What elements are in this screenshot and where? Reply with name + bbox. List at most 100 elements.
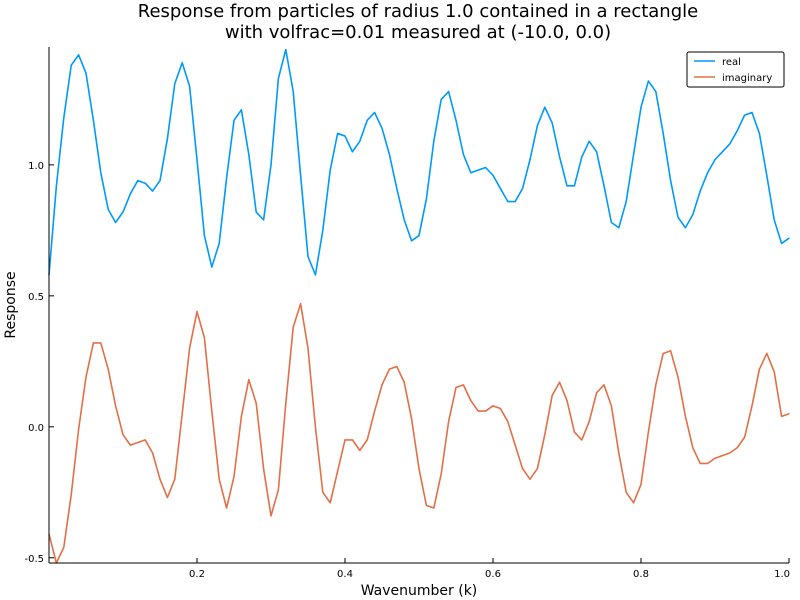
data-point-imaginary — [85, 376, 87, 378]
data-point-imaginary — [388, 368, 390, 370]
data-point-real — [174, 83, 176, 85]
y-tick-label: 0.0 — [28, 423, 44, 434]
data-point-real — [544, 106, 546, 108]
data-point-imaginary — [329, 502, 331, 504]
data-point-imaginary — [551, 394, 553, 396]
plot-area: 0.2 0.4 0.6 0.8 1.0 -0.5 0.0 0.5 1.0 — [24, 47, 790, 580]
data-point-real — [366, 119, 368, 121]
data-point-real — [507, 200, 509, 203]
data-point-imaginary — [122, 434, 124, 436]
data-point-imaginary — [322, 491, 324, 493]
data-point-real — [736, 130, 738, 132]
data-point-imaginary — [766, 352, 768, 355]
data-point-imaginary — [470, 400, 472, 402]
data-point-real — [522, 187, 524, 190]
data-point-imaginary — [670, 350, 672, 352]
data-point-real — [166, 138, 168, 140]
data-point-imaginary — [307, 347, 309, 349]
data-point-imaginary — [588, 420, 590, 423]
data-point-imaginary — [152, 452, 154, 454]
data-point-real — [292, 90, 294, 93]
data-point-real — [440, 98, 442, 100]
data-point-real — [670, 179, 672, 182]
data-point-imaginary — [277, 489, 279, 491]
data-point-imaginary — [744, 436, 746, 438]
data-point-real — [226, 177, 228, 179]
data-point-imaginary — [625, 491, 627, 493]
data-point-imaginary — [137, 441, 139, 444]
data-point-real — [374, 111, 376, 114]
data-point-imaginary — [662, 352, 664, 355]
data-point-imaginary — [559, 381, 561, 383]
data-point-imaginary — [425, 504, 427, 506]
data-point-real — [647, 80, 650, 82]
data-point-real — [314, 274, 316, 276]
x-tick-label: 0.4 — [337, 569, 353, 580]
data-point-imaginary — [396, 365, 398, 368]
data-point-real — [633, 153, 635, 155]
data-point-real — [662, 132, 664, 135]
data-point-real — [751, 111, 753, 114]
x-tick-label: 0.8 — [633, 569, 649, 580]
data-point-imaginary — [300, 303, 302, 305]
data-point-real — [263, 219, 265, 221]
data-point-imaginary — [485, 410, 487, 412]
data-point-real — [781, 242, 783, 245]
y-axis-label: Response — [3, 271, 19, 338]
data-point-imaginary — [477, 410, 479, 412]
data-point-imaginary — [684, 415, 687, 417]
data-point-imaginary — [203, 337, 205, 339]
data-point-real — [684, 227, 687, 229]
data-point-imaginary — [544, 434, 546, 436]
data-point-imaginary — [174, 478, 176, 480]
data-point-imaginary — [359, 449, 361, 451]
x-tick-label: 0.2 — [189, 569, 205, 580]
data-point-real — [211, 266, 213, 268]
data-point-imaginary — [218, 478, 220, 480]
data-point-imaginary — [758, 368, 761, 370]
data-point-imaginary — [633, 502, 635, 504]
data-point-imaginary — [610, 405, 613, 407]
data-point-real — [248, 153, 250, 155]
data-point-imaginary — [721, 455, 724, 457]
data-point-real — [596, 151, 598, 153]
data-point-real — [129, 193, 131, 195]
data-point-imaginary — [699, 462, 701, 465]
y-tick-label: 1.0 — [28, 161, 44, 172]
data-point-real — [433, 140, 435, 142]
data-point-real — [462, 153, 464, 155]
data-point-real — [758, 132, 761, 135]
data-point-real — [233, 119, 235, 121]
data-point-real — [63, 117, 65, 119]
data-point-imaginary — [129, 444, 131, 446]
data-point-imaginary — [63, 546, 65, 548]
data-point-imaginary — [603, 384, 605, 386]
legend-label-imaginary: imaginary — [722, 73, 772, 84]
data-point-imaginary — [374, 410, 376, 412]
data-point-real — [411, 240, 413, 242]
data-point-real — [337, 132, 339, 135]
data-point-imaginary — [751, 405, 753, 407]
y-tick-label: 0.5 — [28, 292, 44, 303]
data-point-real — [640, 106, 642, 108]
data-point-imaginary — [492, 405, 494, 407]
data-point-real — [499, 187, 501, 190]
data-point-real — [581, 156, 583, 158]
data-point-imaginary — [211, 410, 213, 412]
data-point-imaginary — [773, 371, 775, 373]
data-point-imaginary — [640, 483, 642, 486]
data-point-imaginary — [499, 407, 501, 410]
data-point-real — [122, 211, 124, 213]
data-point-imaginary — [366, 439, 368, 441]
data-point-imaginary — [351, 439, 353, 441]
data-point-imaginary — [736, 447, 738, 449]
data-point-real — [181, 62, 183, 64]
data-point-real — [351, 151, 353, 153]
series-points-real — [48, 49, 790, 276]
data-point-real — [618, 227, 620, 229]
data-point-imaginary — [100, 342, 102, 344]
data-point-imaginary — [255, 402, 257, 404]
data-point-real — [189, 85, 191, 87]
data-point-real — [766, 174, 768, 176]
data-point-real — [107, 208, 109, 210]
